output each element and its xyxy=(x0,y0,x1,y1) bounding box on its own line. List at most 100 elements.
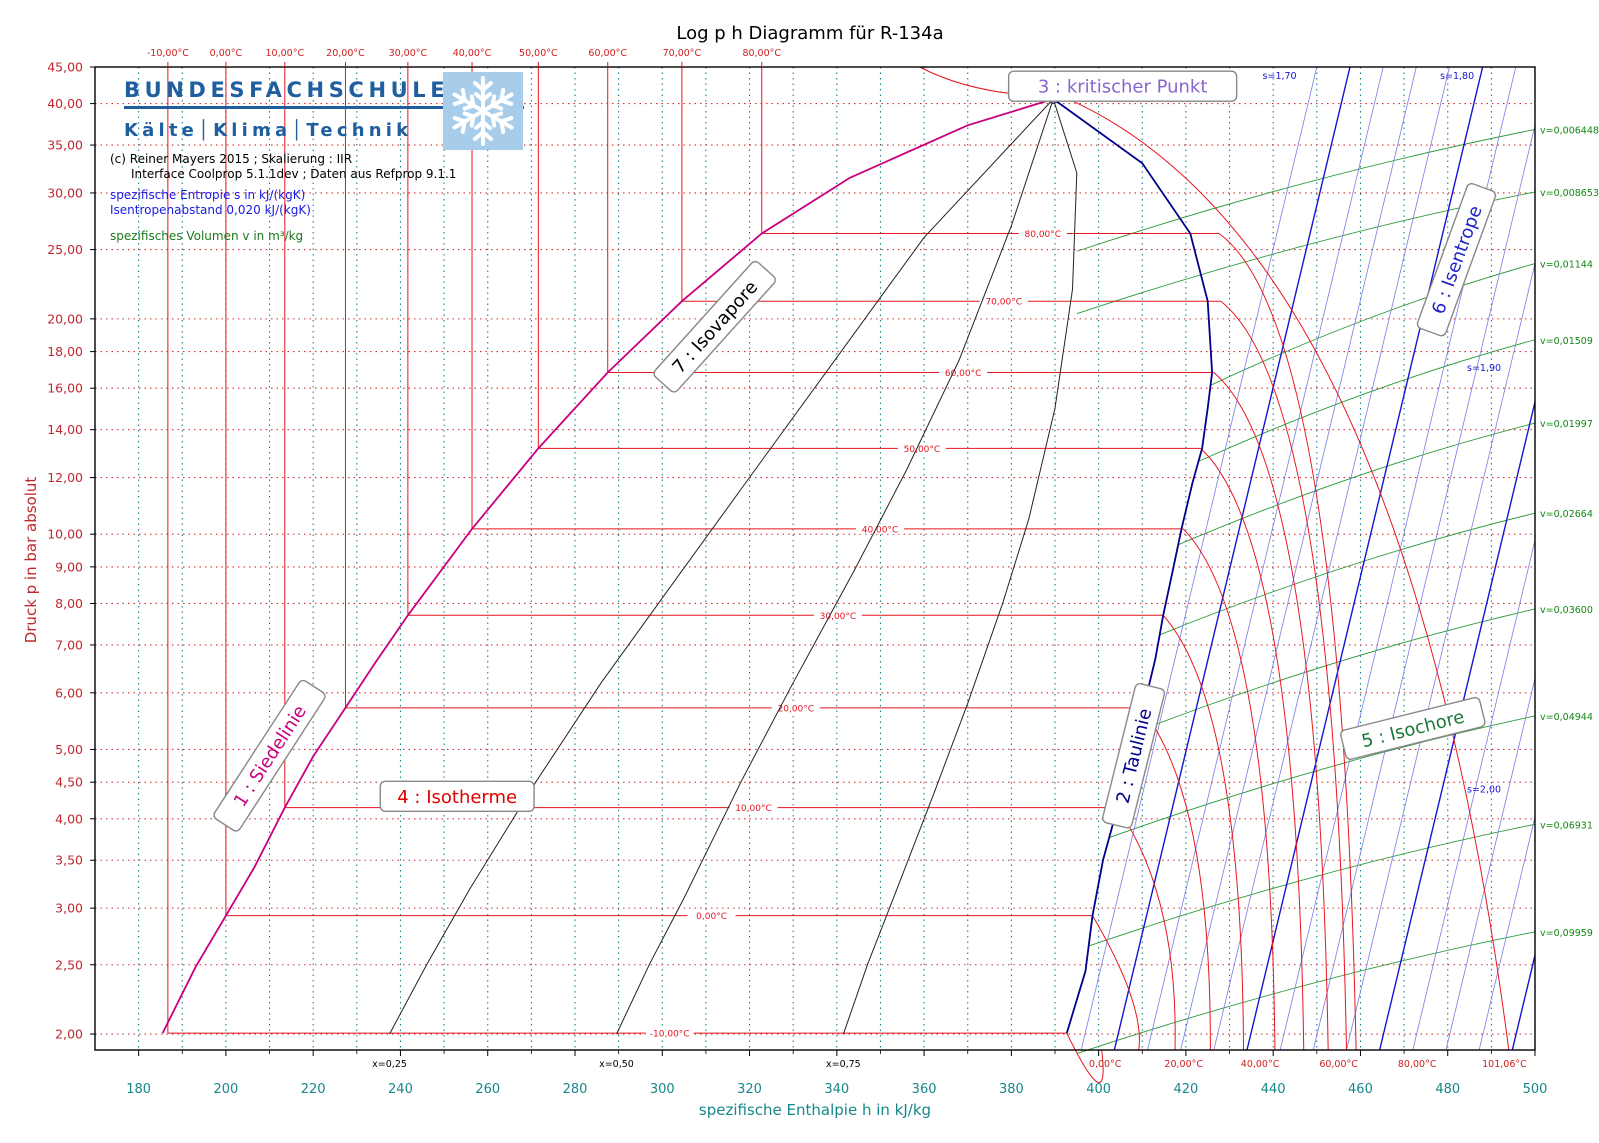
x-tick-label: 400 xyxy=(1086,1082,1111,1097)
top-temperature-label: 20,00°C xyxy=(326,48,365,59)
isentrope-line xyxy=(1412,538,1536,1050)
annotation-box xyxy=(653,260,776,393)
x-tick-label: 380 xyxy=(999,1082,1024,1097)
isotherm-label-bg xyxy=(897,443,946,454)
x-tick-label: 340 xyxy=(824,1082,849,1097)
y-tick-label: 25,00 xyxy=(47,242,83,257)
isentrope-label: s=1,80 xyxy=(1440,71,1474,82)
isotherm-vapor-line xyxy=(1182,528,1276,1051)
logo-title: BUNDESFACHSCHULE xyxy=(124,78,450,102)
y-tick-label: 4,50 xyxy=(55,775,83,790)
isentrope-line xyxy=(1147,67,1384,1050)
top-temperature-label: -10,00°C xyxy=(147,48,189,59)
top-temperature-label: 70,00°C xyxy=(663,48,702,59)
x-tick-label: 300 xyxy=(650,1082,675,1097)
x-tick-label: 320 xyxy=(737,1082,762,1097)
isentrope-label: s=1,70 xyxy=(1263,71,1297,82)
isentrope-line xyxy=(1312,123,1536,1050)
top-temperature-label: 0,00°C xyxy=(210,48,243,59)
isotherm-vapor-line xyxy=(1218,233,1357,1051)
x-tick-label: 500 xyxy=(1523,1082,1548,1097)
x-tick-label: 460 xyxy=(1348,1082,1373,1097)
isentrope-line xyxy=(1180,67,1417,1050)
top-temperature-label: 50,00°C xyxy=(519,48,558,59)
isochore-line xyxy=(1108,715,1536,839)
bottom-temperature-label: 20,00°C xyxy=(1164,1059,1203,1070)
isochore-line xyxy=(1159,512,1536,636)
bottom-temperature-label: 101,06°C xyxy=(1482,1059,1527,1070)
quality-label: x=0,50 xyxy=(599,1059,634,1070)
entropy-unit-note: spezifische Entropie s in kJ/(kgK) xyxy=(110,188,306,202)
top-temperature-label: 30,00°C xyxy=(389,48,428,59)
logo-subtitle: Kälte│Klima│Technik xyxy=(124,120,413,141)
y-axis-label: Druck p in bar absolut xyxy=(22,477,40,644)
saturated-liquid-curve xyxy=(161,98,1054,1034)
y-tick-label: 7,00 xyxy=(55,637,83,652)
isotherm-label-bg xyxy=(1018,228,1067,239)
x-tick-label: 360 xyxy=(912,1082,937,1097)
annotation-box xyxy=(1102,682,1166,829)
y-tick-label: 12,00 xyxy=(47,470,83,485)
isentrope-line xyxy=(1346,261,1536,1050)
y-tick-label: 45,00 xyxy=(47,60,83,75)
isochore-label: v=0,02664 xyxy=(1540,509,1593,520)
isotherm-label-bg xyxy=(771,702,820,713)
isotherm-vapor-line xyxy=(1162,614,1245,1051)
isotherm-label: 0,00°C xyxy=(696,912,727,922)
top-temperature-label: 40,00°C xyxy=(453,48,492,59)
isentrope-line xyxy=(1511,952,1536,1050)
y-tick-label: 3,50 xyxy=(55,853,83,868)
y-tick-label: 40,00 xyxy=(47,96,83,111)
annotation-box xyxy=(379,780,535,813)
x-tick-label: 200 xyxy=(213,1082,238,1097)
y-tick-label: 8,00 xyxy=(55,596,83,611)
isochore-label: v=0,01144 xyxy=(1540,260,1593,271)
y-tick-label: 9,00 xyxy=(55,559,83,574)
x-tick-label: 240 xyxy=(388,1082,413,1097)
y-tick-label: 16,00 xyxy=(47,381,83,396)
isotherm-label: 20,00°C xyxy=(778,704,815,714)
isotherm-label: 60,00°C xyxy=(945,369,982,379)
annotation-text: 4 : Isotherme xyxy=(397,787,517,808)
quality-line xyxy=(842,98,1078,1035)
top-temperature-label: 60,00°C xyxy=(588,48,627,59)
isotherm-vapor-line xyxy=(1220,300,1347,1051)
isentrope-label: s=2,00 xyxy=(1467,785,1501,796)
isotherm-label-bg xyxy=(729,802,778,813)
annotation-box xyxy=(1007,70,1238,102)
snowflake-icon xyxy=(443,72,523,150)
isochore-label: v=0,01509 xyxy=(1540,336,1593,347)
isentrope-line xyxy=(1378,398,1536,1050)
isotherm-label: 80,00°C xyxy=(1025,230,1062,240)
isentrope-line xyxy=(1478,815,1536,1050)
quality-line xyxy=(616,98,1054,1035)
isochore-label: v=0,006448 xyxy=(1540,125,1599,136)
isentrope-line xyxy=(1579,67,1599,1050)
isotherm-label: 30,00°C xyxy=(820,612,857,622)
isotherm-vapor-line xyxy=(1092,915,1140,1051)
x-tick-label: 480 xyxy=(1435,1082,1460,1097)
isochore-line xyxy=(1198,339,1536,462)
y-tick-label: 35,00 xyxy=(47,138,83,153)
annotation-isovapore: 7 : Isovapore xyxy=(653,260,776,393)
isotherm-vapor-line xyxy=(1116,807,1176,1051)
y-tick-label: 14,00 xyxy=(47,422,83,437)
isotherm-label: 70,00°C xyxy=(985,298,1022,308)
y-tick-label: 2,00 xyxy=(55,1027,83,1042)
bottom-temperature-label: 60,00°C xyxy=(1319,1059,1358,1070)
annotation-kritisch: 3 : kritischer Punkt xyxy=(1007,70,1238,102)
annotation-box xyxy=(1340,696,1486,760)
annotation-isotherme: 4 : Isotherme xyxy=(379,780,535,813)
isentrope-line xyxy=(1113,67,1351,1050)
y-tick-label: 3,00 xyxy=(55,901,83,916)
isochore-label: v=0,008653 xyxy=(1540,188,1599,199)
isentrope-line xyxy=(1445,676,1536,1050)
y-tick-label: 5,00 xyxy=(55,742,83,757)
top-temperature-label: 80,00°C xyxy=(742,48,781,59)
isotherm-vapor-line xyxy=(1141,707,1211,1051)
y-tick-label: 18,00 xyxy=(47,344,83,359)
x-tick-label: 220 xyxy=(301,1082,326,1097)
annotation-text: 3 : kritischer Punkt xyxy=(1038,77,1208,98)
isotherm-label: 10,00°C xyxy=(735,804,772,814)
isotherm-supercritical-line xyxy=(1067,98,1510,1051)
